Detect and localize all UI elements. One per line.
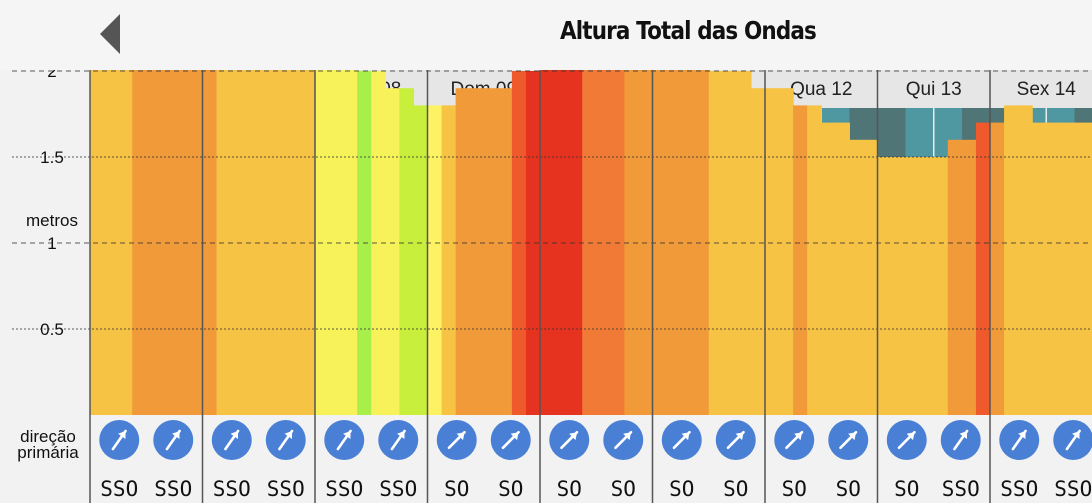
arrow-head (284, 430, 293, 439)
wave-height-bar (399, 88, 415, 415)
wave-height-bar (568, 70, 583, 415)
wave-height-bar (596, 70, 611, 415)
wave-height-bar (863, 139, 879, 416)
wave-height-bar (961, 139, 977, 416)
direction-code: SO (557, 477, 582, 501)
y-axis-panel (0, 70, 90, 503)
y-unit-label: metros (26, 211, 78, 230)
y-tick-label: 2 (47, 70, 56, 81)
y-tick-label: 1.5 (40, 148, 64, 167)
wave-height-bar (1088, 122, 1092, 415)
day-label: Qui 13 (906, 79, 962, 100)
wave-height-bar (469, 88, 485, 415)
wave-height-bar (807, 105, 822, 416)
page-title: Altura Total das Ondas (560, 16, 817, 45)
arrow-head (118, 430, 126, 439)
wave-height-bar (1046, 122, 1061, 415)
wave-height-bar (1032, 122, 1047, 415)
direction-code: SO (723, 477, 748, 501)
direction-code: SSO (154, 477, 192, 501)
wave-height-bar (793, 105, 808, 416)
arrow-head (343, 430, 351, 439)
direction-code: SSO (213, 477, 251, 501)
arrow-head (794, 432, 803, 441)
wave-height-bar (441, 105, 457, 416)
wave-height-bar (990, 122, 1005, 415)
wave-height-bar (835, 122, 850, 415)
direction-code: SSO (942, 477, 980, 501)
direction-code: SO (894, 477, 919, 501)
direction-code: SSO (325, 477, 363, 501)
arrow-head (569, 432, 578, 441)
direction-code: SSO (267, 477, 305, 501)
direction-code: SO (782, 477, 807, 501)
wave-height-bar (905, 157, 921, 415)
direction-code: SO (498, 477, 523, 501)
wave-height-bar (385, 88, 400, 415)
wave-height-bar (975, 122, 991, 415)
wave-height-bar (779, 88, 794, 415)
wave-height-bar (413, 105, 429, 416)
back-chevron-icon[interactable] (100, 14, 122, 54)
direction-code: SO (836, 477, 861, 501)
wave-height-bar (497, 88, 513, 415)
arrow-head (230, 430, 239, 439)
arrow-head (681, 432, 690, 441)
arrow-head (848, 432, 857, 441)
wave-height-bar (1004, 105, 1019, 416)
day-label: Sex 14 (1017, 79, 1077, 100)
direction-code: SSO (100, 477, 138, 501)
wave-height-bar (1018, 105, 1033, 416)
wave-height-bar (891, 157, 907, 415)
wave-height-bar (849, 139, 865, 416)
wave-height-bar (765, 88, 780, 415)
wave-height-bar (1060, 122, 1075, 415)
direction-code: SO (669, 477, 694, 501)
arrow-head (456, 432, 465, 441)
direction-label: direção (20, 427, 76, 446)
arrow-head (397, 430, 405, 439)
direction-code: SO (444, 477, 469, 501)
wave-height-bar (483, 88, 499, 415)
y-tick-label: 1 (47, 234, 56, 253)
direction-code: SSO (1054, 477, 1092, 501)
arrow-head (510, 432, 519, 441)
direction-code: SSO (379, 477, 417, 501)
wave-height-bar (821, 122, 836, 415)
wave-height-bar (455, 88, 471, 415)
arrow-head (735, 432, 744, 441)
wave-height-bar (343, 70, 358, 416)
direction-label: primária (17, 443, 79, 462)
direction-code: SO (611, 477, 636, 501)
arrow-head (172, 430, 180, 439)
arrow-head (623, 432, 632, 441)
day-label: Qua 12 (790, 79, 852, 100)
wave-height-chart: Qui 06Sex 07Sab 08Dom 09Seg 10Ter 11Qua … (0, 70, 1092, 503)
wave-height-bar (933, 157, 949, 415)
y-tick-label: 0.5 (40, 320, 64, 339)
wave-height-bar (877, 157, 893, 415)
arrow-head (1072, 430, 1080, 439)
arrow-head (959, 430, 968, 439)
arrow-head (906, 432, 915, 441)
direction-code: SSO (1000, 477, 1038, 501)
header-bar: Altura Total das Ondas (0, 0, 1092, 70)
wave-height-bar (919, 157, 935, 415)
wave-height-bar (1074, 122, 1090, 415)
arrow-head (1018, 430, 1026, 439)
wave-height-bar (947, 139, 963, 416)
wave-height-bar (750, 88, 766, 415)
wave-height-bar (427, 105, 443, 416)
wave-height-bar (371, 71, 386, 415)
